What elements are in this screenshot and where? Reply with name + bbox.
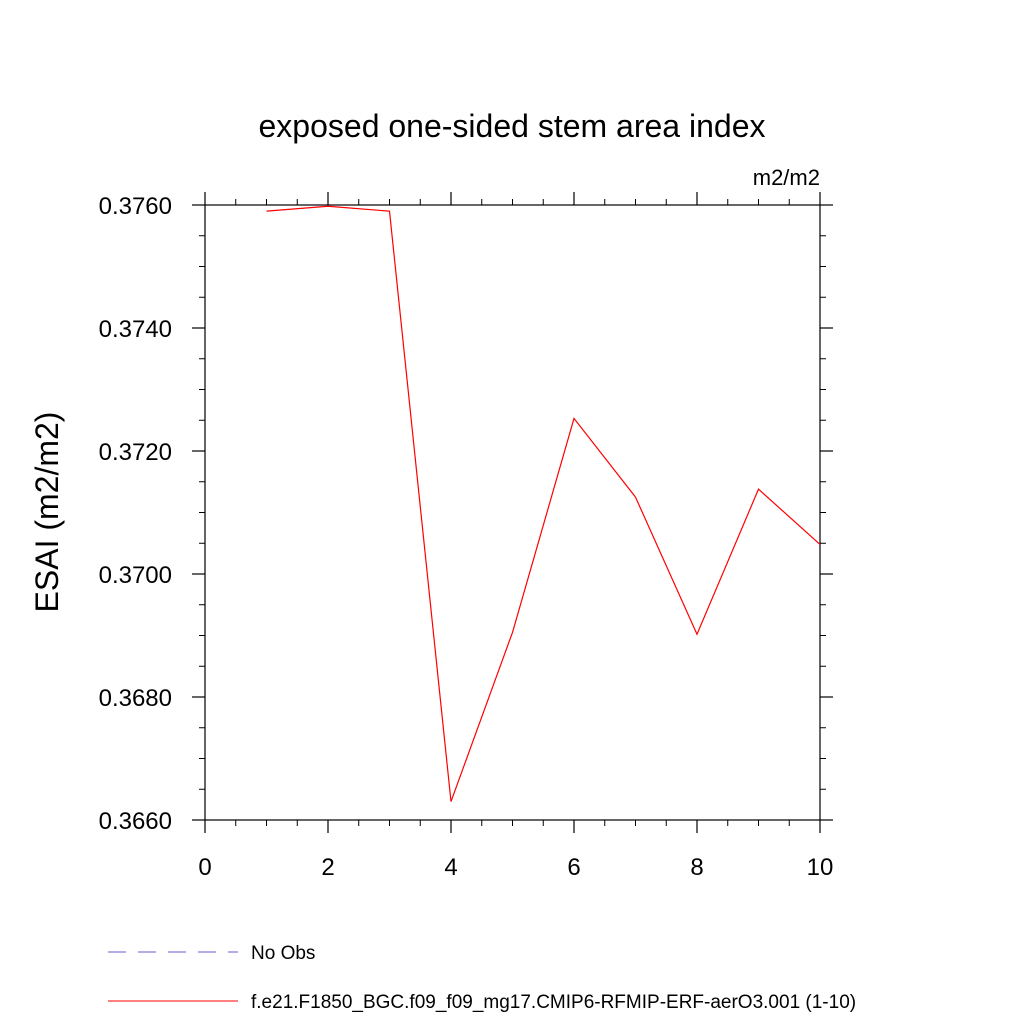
y-tick-label: 0.3680 (99, 685, 172, 712)
x-tick-label: 4 (444, 854, 457, 881)
y-axis-label: ESAI (m2/m2) (29, 412, 65, 613)
y-tick-label: 0.3740 (99, 316, 172, 343)
plot-frame (204, 204, 821, 821)
y-tick-label: 0.3660 (99, 808, 172, 835)
series-line-1 (266, 205, 821, 802)
x-tick-label: 6 (567, 854, 580, 881)
legend: No Obs f.e21.F1850_BGC.f09_f09_mg17.CMIP6… (108, 943, 856, 1013)
y-tick-label: 0.3760 (99, 193, 172, 220)
x-tick-label: 10 (807, 854, 834, 881)
x-tick-label: 2 (321, 854, 334, 881)
axis-ticks (192, 192, 833, 833)
series-layer (266, 205, 821, 802)
legend-label-1: f.e21.F1850_BGC.f09_f09_mg17.CMIP6-RFMIP… (251, 992, 856, 1013)
y-tick-label: 0.3720 (99, 439, 172, 466)
chart-title: exposed one-sided stem area index (259, 108, 766, 144)
x-tick-label: 8 (690, 854, 703, 881)
tick-labels: 0 2 4 6 8 10 0.3660 0.3680 0.3700 0.3720 0.3740 0.3… (99, 193, 834, 881)
x-tick-label: 0 (198, 854, 211, 881)
units-label: m2/m2 (753, 165, 820, 190)
y-tick-label: 0.3700 (99, 562, 172, 589)
legend-label-0: No Obs (251, 943, 315, 964)
